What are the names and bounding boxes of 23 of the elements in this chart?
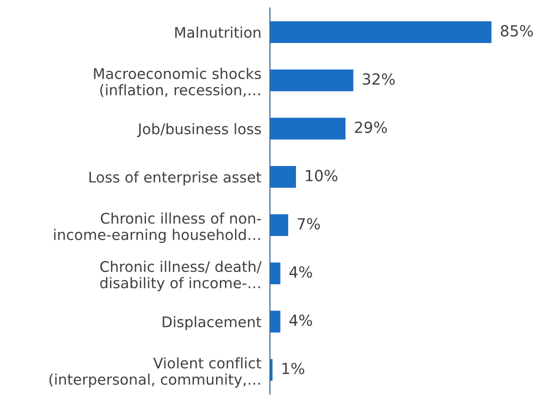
- data-label: 4%: [289, 314, 312, 326]
- data-label: 32%: [362, 73, 395, 85]
- data-label: 4%: [289, 266, 312, 278]
- bar: [270, 166, 296, 188]
- y-tick-label: Chronic illness of non- income-earning household…: [54, 212, 261, 243]
- y-tick-label: Malnutrition: [175, 26, 260, 38]
- bar: [270, 118, 346, 140]
- y-tick-label: Loss of enterprise asset: [89, 171, 262, 186]
- y-tick-label: Chronic illness/ death/ disability of income-…: [100, 260, 262, 292]
- y-tick-label: Violent conflict (interpersonal, community,…: [49, 357, 262, 388]
- bar: [270, 70, 354, 92]
- bar: [270, 262, 280, 284]
- y-tick-label: Macroeconomic shocks (inflation, recession,…: [94, 68, 261, 98]
- y-tick-label: Job/business loss: [137, 123, 261, 138]
- data-label: 1%: [282, 362, 304, 374]
- bar: [270, 214, 288, 236]
- bar: [270, 21, 492, 44]
- y-tick-label: Displacement: [162, 316, 262, 330]
- data-label: 29%: [354, 122, 387, 134]
- bar: [270, 310, 280, 332]
- data-label: 7%: [298, 218, 320, 230]
- data-label: 85%: [500, 25, 533, 37]
- data-label: 10%: [306, 170, 338, 182]
